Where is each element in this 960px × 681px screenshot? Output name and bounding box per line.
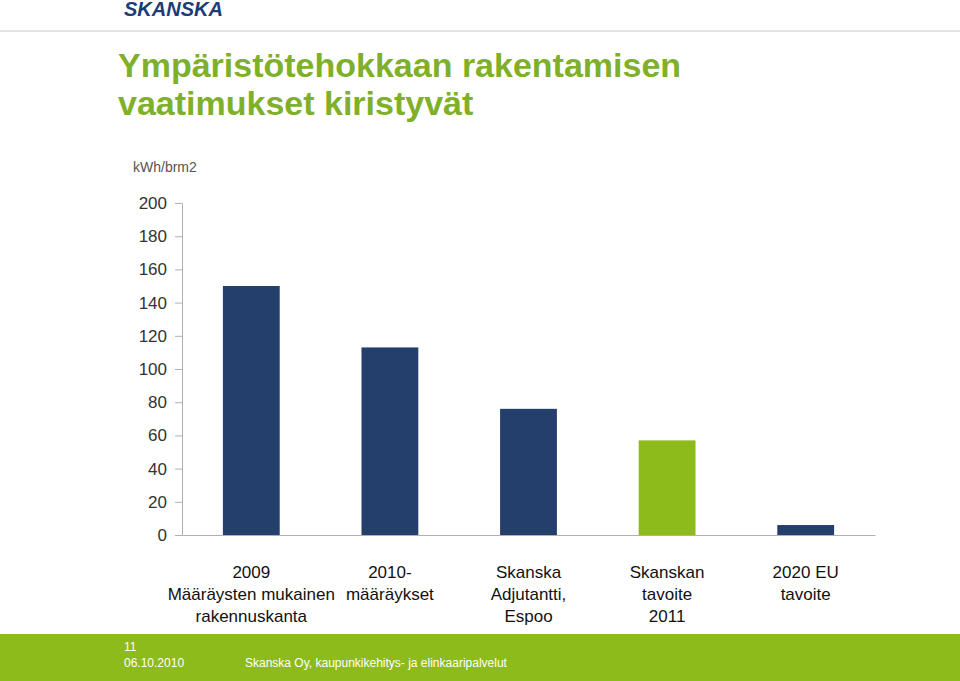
bar xyxy=(777,525,834,535)
y-tick: 140 xyxy=(139,294,182,313)
y-tick-label: 80 xyxy=(148,393,167,412)
y-axis-line xyxy=(175,204,183,536)
footer-company: Skanska Oy, kaupunkikehitys- ja elinkaar… xyxy=(245,656,508,670)
y-tick: 180 xyxy=(139,227,182,246)
x-tick-label: Skanskantavoite2011 xyxy=(630,563,705,626)
y-tick-mark xyxy=(175,402,182,403)
y-tick-mark xyxy=(175,502,182,503)
y-tick-label: 120 xyxy=(139,327,167,346)
y-tick-mark xyxy=(175,535,182,536)
y-tick-label: 160 xyxy=(139,260,167,279)
x-tick-label: 2009Määräysten mukainenrakennuskanta xyxy=(168,563,335,626)
y-tick-label: 180 xyxy=(139,227,167,246)
x-axis xyxy=(183,535,876,536)
x-tick-label: SkanskaAdjutantti,Espoo xyxy=(491,563,567,626)
y-tick: 20 xyxy=(148,493,182,512)
y-tick-mark xyxy=(175,435,182,436)
y-axis-title: kWh/brm2 xyxy=(133,159,197,175)
y-tick-mark xyxy=(175,269,182,270)
y-tick: 120 xyxy=(139,327,182,346)
bar xyxy=(500,409,557,535)
page-number: 11 xyxy=(124,640,137,654)
y-tick: 60 xyxy=(148,426,182,445)
x-tick-label: 2020 EUtavoite xyxy=(773,563,839,604)
title: Ympäristötehokkaan rakentamisenvaatimuks… xyxy=(118,46,681,122)
y-tick-mark xyxy=(175,469,182,470)
x-tick-labels: 2009Määräysten mukainenrakennuskanta 2010… xyxy=(168,563,839,626)
x-axis-line xyxy=(183,535,876,536)
y-tick: 40 xyxy=(148,460,182,479)
y-tick-mark xyxy=(175,303,182,304)
bar xyxy=(639,440,696,535)
bars xyxy=(223,286,834,535)
header-rule xyxy=(0,31,960,32)
y-tick-mark xyxy=(175,236,182,237)
y-tick: 100 xyxy=(139,360,182,379)
y-tick-label: 140 xyxy=(139,294,167,313)
y-tick: 160 xyxy=(139,260,182,279)
y-tick: 80 xyxy=(148,393,182,412)
y-axis: 0 20 40 60 80 100 120 140 160 180 200 xyxy=(139,194,183,545)
y-tick-mark xyxy=(175,336,182,337)
logo: SKANSKA xyxy=(124,0,223,20)
footer-date: 06.10.2010 xyxy=(124,656,184,670)
bar xyxy=(223,286,280,535)
y-tick-mark xyxy=(175,203,182,204)
y-tick: 0 xyxy=(158,526,182,545)
y-tick-label: 20 xyxy=(148,493,167,512)
y-tick-label: 40 xyxy=(148,460,167,479)
x-tick-label: 2010-määräykset xyxy=(346,563,434,604)
y-tick-mark xyxy=(175,369,182,370)
y-tick: 200 xyxy=(139,194,182,213)
y-tick-label: 60 xyxy=(148,426,167,445)
bar xyxy=(361,347,418,535)
y-tick-label: 100 xyxy=(139,360,167,379)
y-tick-label: 200 xyxy=(139,194,167,213)
y-tick-label: 0 xyxy=(158,526,167,545)
footer-band xyxy=(0,634,960,681)
chart: SKANSKA Ympäristötehokkaan rakentamisenva… xyxy=(0,0,960,681)
